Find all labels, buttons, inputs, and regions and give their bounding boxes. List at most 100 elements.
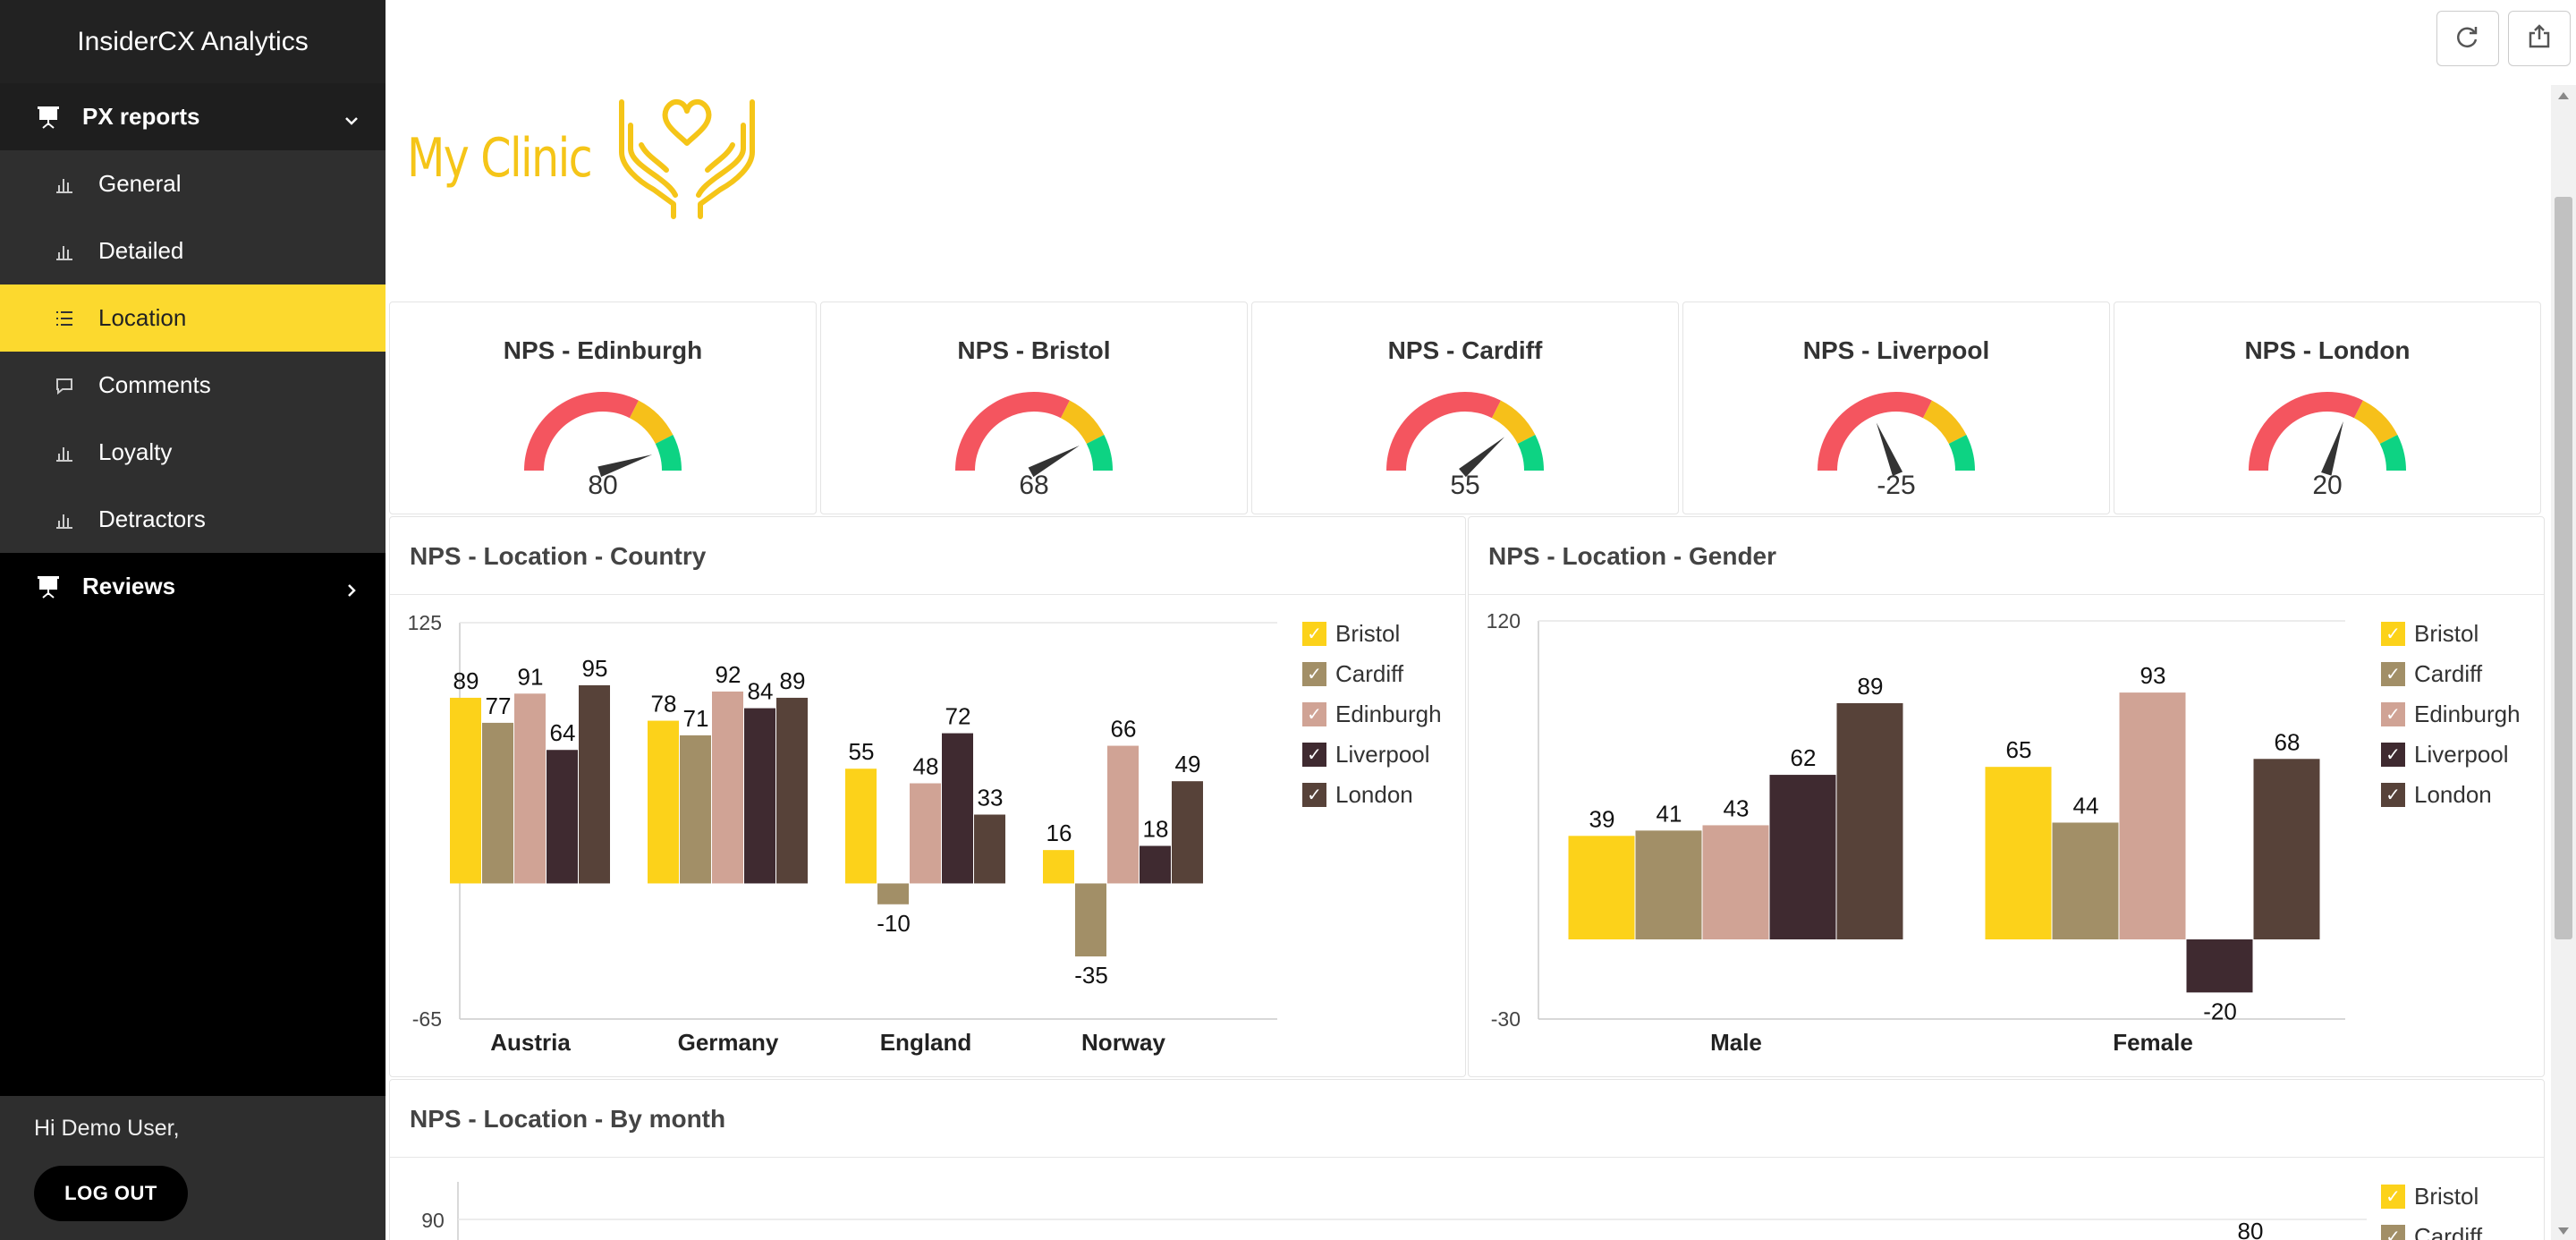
data-label: 93	[2140, 662, 2166, 689]
scrollbar[interactable]	[2551, 85, 2576, 1240]
data-label: 91	[518, 663, 544, 690]
list-icon	[52, 306, 77, 331]
data-label: 43	[1724, 794, 1750, 821]
bar-london-austria[interactable]	[579, 684, 610, 884]
data-label: 65	[2006, 736, 2032, 763]
bar-bristol-austria[interactable]	[450, 697, 481, 884]
gauge-band-yellow	[2353, 400, 2398, 445]
bar-cardiff-male[interactable]	[1635, 830, 1702, 939]
sidebar-item-detailed[interactable]: Detailed	[0, 217, 386, 285]
gauge-band-yellow	[1491, 400, 1536, 445]
gauge-value: -25	[1877, 471, 1916, 500]
bar-cardiff-austria[interactable]	[482, 722, 513, 884]
gender-bar-chart: 120 -30 39 41 43 62 89 Male 65 44 93 -20 68 Female	[1487, 609, 2345, 1056]
gauge-dial	[955, 392, 1113, 478]
legend-item-bristol[interactable]: ✓ Bristol	[1302, 614, 1442, 654]
bar-edinburgh-germany[interactable]	[712, 691, 743, 884]
bar-london-germany[interactable]	[776, 697, 808, 884]
gauge-needle	[2321, 420, 2343, 476]
app-title: InsiderCX Analytics	[0, 0, 386, 83]
sidebar-item-label: General	[98, 170, 182, 197]
sidebar-item-comments[interactable]: Comments	[0, 352, 386, 419]
bar-london-norway[interactable]	[1172, 781, 1203, 884]
gauge-value: 80	[588, 471, 618, 500]
bar-edinburgh-austria[interactable]	[514, 693, 546, 884]
sidebar-item-general[interactable]: General	[0, 150, 386, 217]
bar-cardiff-female[interactable]	[2052, 822, 2119, 939]
legend-item-liverpool[interactable]: ✓ Liverpool	[2381, 735, 2521, 775]
gauge-panel: NPS - Liverpool -25	[1682, 302, 2110, 514]
legend-item-cardiff[interactable]: ✓ Cardiff	[1302, 654, 1442, 694]
month-bar-chart: 90 80	[421, 1182, 2367, 1240]
sidebar-item-detractors[interactable]: Detractors	[0, 486, 386, 553]
bar-liverpool-female[interactable]	[2186, 939, 2253, 993]
legend-label: Cardiff	[2414, 1223, 2483, 1240]
legend-item-london[interactable]: ✓ London	[2381, 775, 2521, 815]
legend-item-edinburgh[interactable]: ✓ Edinburgh	[1302, 694, 1442, 735]
bar-liverpool-austria[interactable]	[547, 750, 578, 884]
gauge-band-red	[2249, 392, 2363, 471]
checkbox-icon: ✓	[2381, 1225, 2405, 1240]
bar-london-female[interactable]	[2253, 759, 2320, 939]
bar-cardiff-england[interactable]	[877, 883, 909, 905]
gauge-panel: NPS - London 20	[2114, 302, 2541, 514]
legend-item-bristol[interactable]: ✓ Bristol	[2381, 614, 2521, 654]
bar-liverpool-england[interactable]	[942, 733, 973, 884]
bar-bristol-germany[interactable]	[648, 720, 679, 884]
legend-item[interactable]: ✓ Bristol	[2381, 1176, 2482, 1217]
x-category-label: Female	[2113, 1029, 2193, 1056]
sidebar-item-location[interactable]: Location	[0, 285, 386, 352]
refresh-button[interactable]	[2436, 11, 2499, 66]
bar-chart-icon	[52, 172, 77, 197]
sidebar-section-reviews[interactable]: Reviews	[0, 553, 386, 620]
bar-bristol-female[interactable]	[1985, 767, 2052, 939]
bar-edinburgh-norway[interactable]	[1107, 745, 1139, 884]
country-legend: ✓ Bristol ✓ Cardiff ✓ Edinburgh ✓ Liverpool ✓ Lon…	[1302, 614, 1442, 815]
greeting: Hi Demo User,	[34, 1116, 180, 1141]
gauge-dial	[1386, 392, 1544, 478]
legend-label: Liverpool	[1335, 741, 1430, 768]
legend-item-edinburgh[interactable]: ✓ Edinburgh	[2381, 694, 2521, 735]
bar-edinburgh-england[interactable]	[910, 783, 941, 884]
bar-bristol-england[interactable]	[845, 769, 877, 884]
gauge-panel: NPS - Cardiff 55	[1251, 302, 1679, 514]
checkbox-icon: ✓	[2381, 783, 2405, 807]
legend-item-london[interactable]: ✓ London	[1302, 775, 1442, 815]
data-label: 66	[1111, 716, 1137, 743]
sidebar-item-label: Detailed	[98, 237, 184, 264]
checkbox-icon: ✓	[1302, 702, 1326, 726]
sidebar-item-loyalty[interactable]: Loyalty	[0, 419, 386, 486]
bar-liverpool-norway[interactable]	[1140, 845, 1171, 884]
refresh-icon	[2453, 22, 2482, 55]
checkbox-icon: ✓	[1302, 743, 1326, 767]
bar-liverpool-male[interactable]	[1769, 775, 1836, 939]
gauge-band-red	[1818, 392, 1932, 471]
bar-liverpool-germany[interactable]	[744, 708, 775, 884]
legend-item[interactable]: ✓ Cardiff	[2381, 1217, 2482, 1240]
data-label: 49	[1175, 751, 1201, 777]
bar-cardiff-norway[interactable]	[1075, 883, 1106, 957]
data-label: 78	[651, 691, 677, 718]
sidebar-section-px-reports[interactable]: PX reports	[0, 83, 386, 150]
x-category-label: Male	[1710, 1029, 1762, 1056]
bar-london-england[interactable]	[974, 814, 1005, 884]
data-label: 64	[550, 719, 576, 746]
bar-london-male[interactable]	[1836, 702, 1903, 939]
scrollbar-thumb[interactable]	[2555, 197, 2572, 939]
bar-bristol-norway[interactable]	[1043, 850, 1074, 884]
bar-bristol-male[interactable]	[1568, 836, 1635, 939]
sidebar-item-label: Loyalty	[98, 438, 173, 465]
legend-item-cardiff[interactable]: ✓ Cardiff	[2381, 654, 2521, 694]
y-tick-label: -65	[412, 1007, 442, 1031]
gauge-value: 20	[2312, 471, 2343, 500]
bar-edinburgh-female[interactable]	[2119, 692, 2186, 939]
comment-icon	[52, 373, 77, 398]
logout-button[interactable]: LOG OUT	[34, 1166, 188, 1221]
legend-item-liverpool[interactable]: ✓ Liverpool	[1302, 735, 1442, 775]
export-button[interactable]	[2508, 11, 2571, 66]
checkbox-icon: ✓	[1302, 783, 1326, 807]
bar-edinburgh-male[interactable]	[1702, 825, 1769, 939]
bar-cardiff-germany[interactable]	[680, 735, 711, 884]
gauge-needle	[1459, 437, 1505, 478]
chart-title: NPS - Location - By month	[410, 1105, 726, 1133]
